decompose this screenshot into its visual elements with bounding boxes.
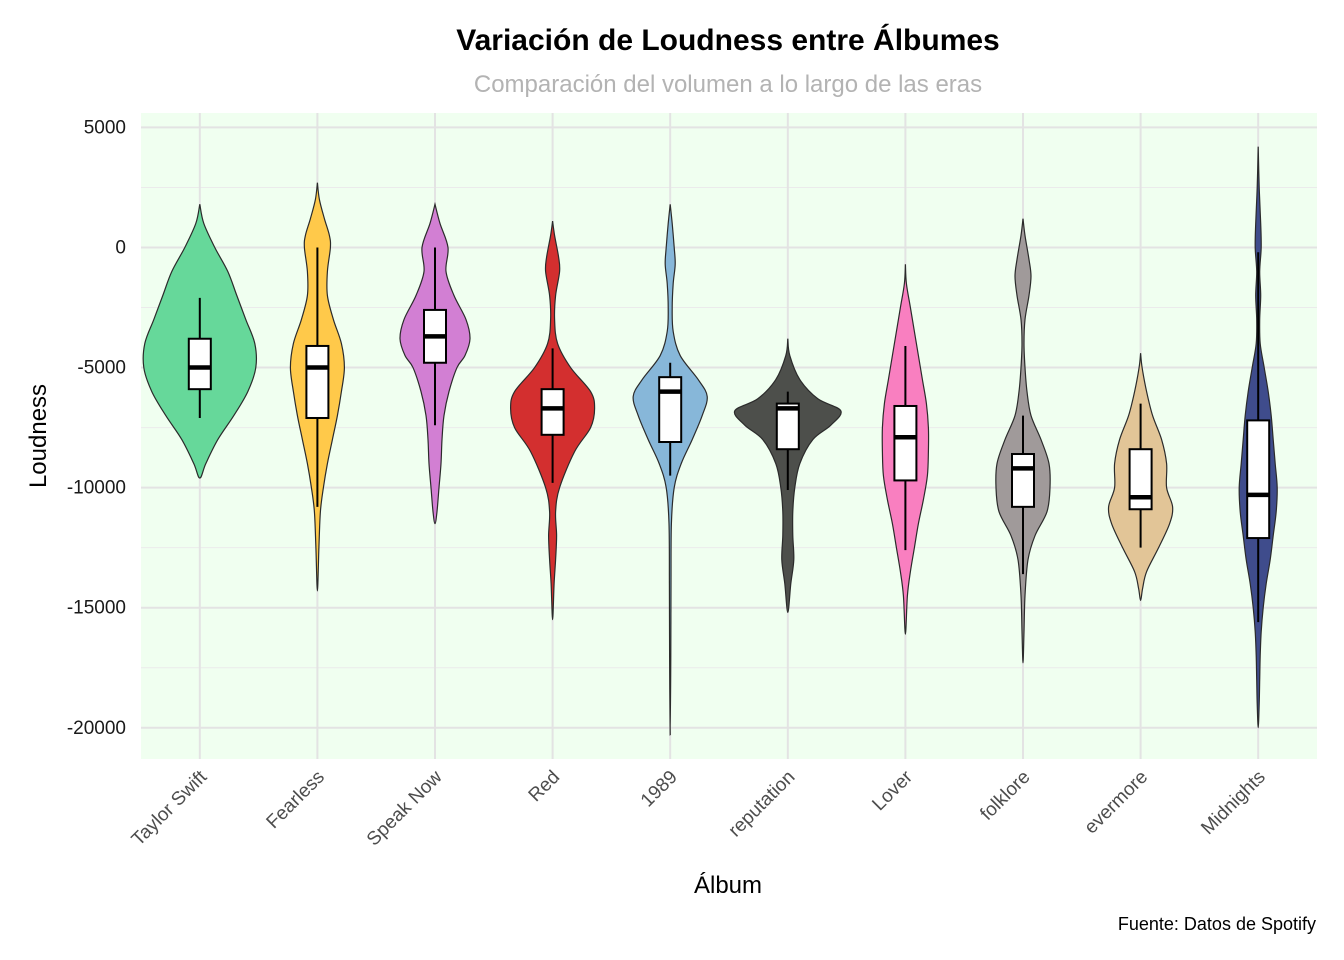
- x-tick-label: reputation: [725, 767, 800, 842]
- y-tick-label: -20000: [67, 718, 126, 739]
- violin-group: [1238, 146, 1278, 729]
- box-iqr: [893, 404, 918, 482]
- box-iqr: [540, 388, 565, 436]
- x-tick-label: Speak Now: [363, 766, 447, 850]
- violin-group: [632, 204, 708, 736]
- violin-group: [399, 201, 471, 525]
- box-iqr: [187, 337, 212, 391]
- violin-group: [995, 218, 1051, 664]
- grid-minor: [141, 186, 1317, 669]
- chart-title: Variación de Loudness entre Álbumes: [456, 23, 1000, 57]
- x-axis-label: Álbum: [694, 872, 762, 899]
- violin-group: [733, 338, 842, 614]
- chart-subtitle: Comparación del volumen a lo largo de la…: [474, 71, 982, 98]
- chart-caption: Fuente: Datos de Spotify: [1118, 914, 1316, 934]
- x-tick-label: 1989: [637, 767, 682, 812]
- x-tick-label: folklore: [976, 767, 1034, 825]
- violin-group: [289, 182, 346, 592]
- y-axis-ticks: 5000 0 -5000 -10000 -15000 -20000: [67, 117, 126, 738]
- y-tick-label: 0: [115, 237, 126, 258]
- x-tick-label: evermore: [1081, 767, 1153, 839]
- violin-group: [509, 220, 596, 621]
- violin-group: [142, 204, 258, 479]
- y-tick-label: -10000: [67, 478, 126, 499]
- y-axis-label: Loudness: [25, 384, 52, 488]
- box-iqr: [1011, 453, 1035, 508]
- x-tick-label: Midnights: [1197, 767, 1269, 839]
- x-axis-ticks: Taylor Swift Fearless Speak Now Red 1989 repu…: [128, 766, 1270, 850]
- y-tick-label: -5000: [77, 358, 126, 379]
- y-tick-label: -15000: [67, 598, 126, 619]
- box-iqr: [1246, 419, 1271, 540]
- y-tick-label: 5000: [84, 117, 126, 138]
- violin-group: [1107, 353, 1174, 602]
- box-iqr: [305, 344, 330, 419]
- box-iqr: [775, 402, 800, 451]
- x-tick-label: Fearless: [263, 767, 329, 833]
- box-iqr: [1128, 448, 1153, 511]
- x-tick-label: Lover: [868, 766, 917, 815]
- x-tick-label: Red: [525, 767, 564, 806]
- violin-group: [881, 264, 930, 635]
- x-tick-label: Taylor Swift: [128, 766, 212, 850]
- box-iqr: [658, 376, 683, 444]
- violins: [142, 146, 1278, 736]
